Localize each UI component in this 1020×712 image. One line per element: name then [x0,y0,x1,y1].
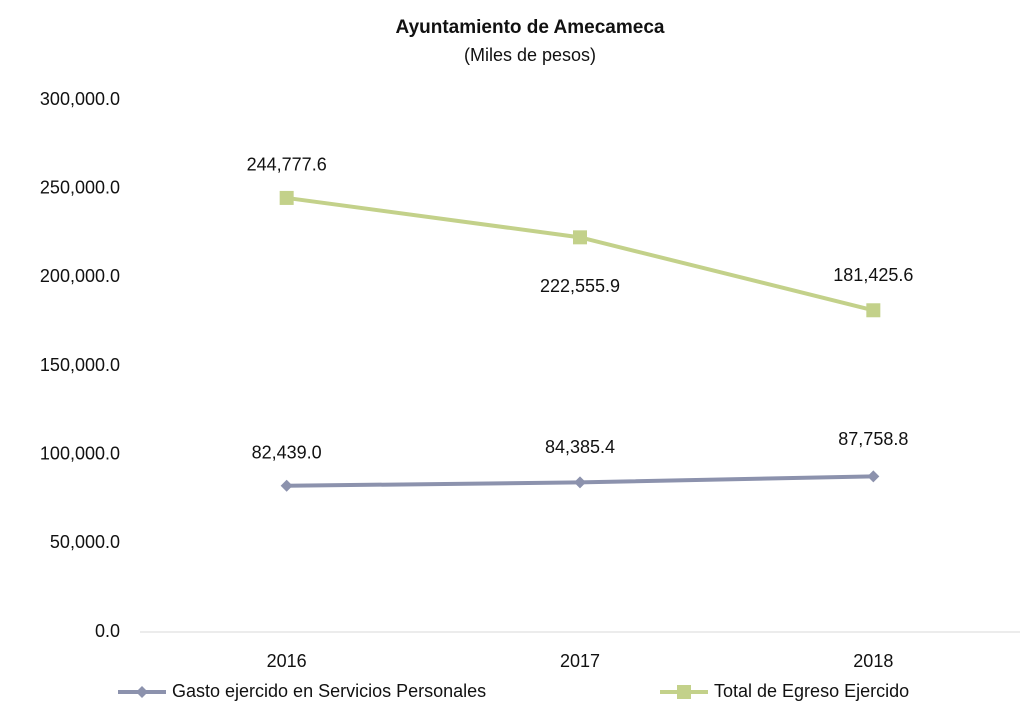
x-tick-label: 2016 [267,651,307,671]
marker [573,230,587,245]
marker [280,479,293,492]
y-tick-label: 0.0 [95,621,120,641]
y-tick-label: 150,000.0 [40,355,120,375]
data-label: 84,385.4 [545,437,615,457]
chart-title: Ayuntamiento de Amecameca [396,17,665,38]
marker [866,303,881,318]
legend-label: Total de Egreso Ejercido [714,681,909,701]
y-tick-label: 50,000.0 [50,532,120,552]
data-label: 222,555.9 [540,276,620,296]
legend-label: Gasto ejercido en Servicios Personales [172,681,486,701]
marker [574,476,586,489]
x-tick-label: 2017 [560,651,600,671]
marker [279,190,294,205]
y-tick-label: 250,000.0 [40,177,120,197]
chart-subtitle: (Miles de pesos) [464,45,596,65]
data-label: 181,425.6 [833,265,913,285]
data-label: 244,777.6 [247,155,327,175]
marker [136,686,148,698]
data-label: 87,758.8 [838,429,908,449]
y-tick-label: 100,000.0 [40,443,120,463]
data-label: 82,439.0 [252,443,322,463]
marker [867,470,880,483]
marker [677,685,691,699]
y-tick-label: 300,000.0 [40,89,120,109]
x-tick-label: 2018 [853,651,893,671]
y-tick-label: 200,000.0 [40,266,120,286]
